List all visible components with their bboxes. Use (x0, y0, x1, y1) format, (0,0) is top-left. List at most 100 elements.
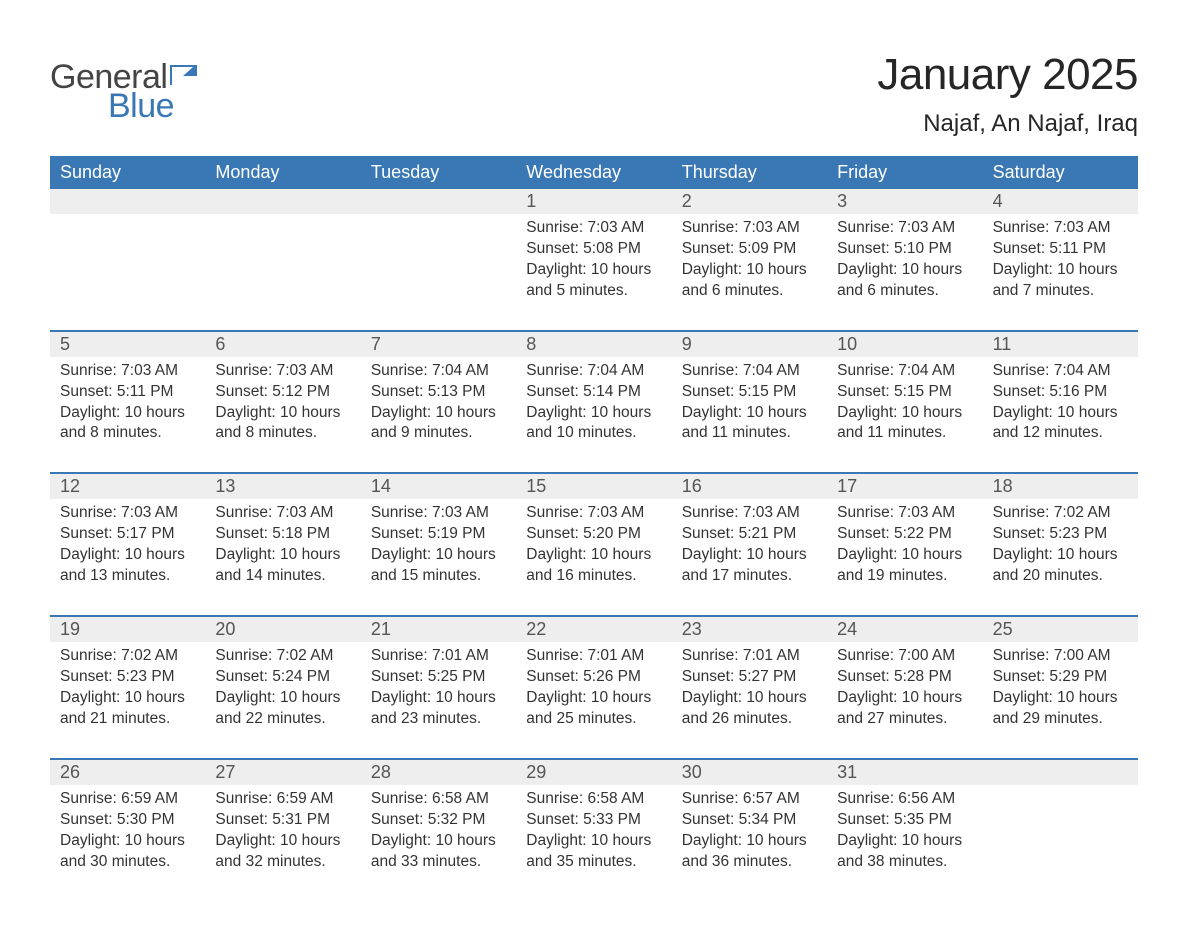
day-number: 8 (516, 332, 671, 357)
daylight-line: Daylight: 10 hours and 10 minutes. (526, 403, 661, 445)
day-number-row: 262728293031 (50, 760, 1138, 785)
daylight-line: Daylight: 10 hours and 35 minutes. (526, 831, 661, 873)
sunrise-line: Sunrise: 7:03 AM (60, 503, 195, 524)
day-number: 17 (827, 474, 982, 499)
sunrise-line: Sunrise: 6:59 AM (215, 789, 350, 810)
title-block: January 2025 Najaf, An Najaf, Iraq (877, 50, 1138, 138)
day-number-row: 1234 (50, 189, 1138, 214)
weekday-sunday: Sunday (50, 156, 205, 189)
daylight-line: Daylight: 10 hours and 20 minutes. (993, 545, 1128, 587)
sunset-line: Sunset: 5:22 PM (837, 524, 972, 545)
sunrise-line: Sunrise: 7:02 AM (215, 646, 350, 667)
sunrise-line: Sunrise: 7:03 AM (993, 218, 1128, 239)
sunrise-line: Sunrise: 7:01 AM (526, 646, 661, 667)
sunset-line: Sunset: 5:29 PM (993, 667, 1128, 688)
day-number: 26 (50, 760, 205, 785)
sunset-line: Sunset: 5:33 PM (526, 810, 661, 831)
sunrise-line: Sunrise: 7:04 AM (371, 361, 506, 382)
sunrise-line: Sunrise: 7:03 AM (215, 503, 350, 524)
day-number: 25 (983, 617, 1138, 642)
day-cell: Sunrise: 7:04 AMSunset: 5:14 PMDaylight:… (516, 357, 671, 473)
day-cell: Sunrise: 7:02 AMSunset: 5:23 PMDaylight:… (983, 499, 1138, 615)
sunset-line: Sunset: 5:15 PM (837, 382, 972, 403)
day-cell: Sunrise: 6:58 AMSunset: 5:33 PMDaylight:… (516, 785, 671, 901)
day-number: 22 (516, 617, 671, 642)
weekday-tuesday: Tuesday (361, 156, 516, 189)
weekday-wednesday: Wednesday (516, 156, 671, 189)
day-cell: Sunrise: 7:03 AMSunset: 5:10 PMDaylight:… (827, 214, 982, 330)
sunset-line: Sunset: 5:25 PM (371, 667, 506, 688)
sunset-line: Sunset: 5:20 PM (526, 524, 661, 545)
daylight-line: Daylight: 10 hours and 11 minutes. (682, 403, 817, 445)
sunrise-line: Sunrise: 7:02 AM (60, 646, 195, 667)
sunset-line: Sunset: 5:18 PM (215, 524, 350, 545)
daylight-line: Daylight: 10 hours and 7 minutes. (993, 260, 1128, 302)
sunrise-line: Sunrise: 7:03 AM (526, 503, 661, 524)
day-number: 3 (827, 189, 982, 214)
daylight-line: Daylight: 10 hours and 6 minutes. (682, 260, 817, 302)
daylight-line: Daylight: 10 hours and 23 minutes. (371, 688, 506, 730)
day-number: 19 (50, 617, 205, 642)
day-cell: Sunrise: 6:59 AMSunset: 5:31 PMDaylight:… (205, 785, 360, 901)
sunset-line: Sunset: 5:30 PM (60, 810, 195, 831)
day-number: 24 (827, 617, 982, 642)
sunrise-line: Sunrise: 6:59 AM (60, 789, 195, 810)
day-number (361, 189, 516, 214)
daylight-line: Daylight: 10 hours and 32 minutes. (215, 831, 350, 873)
sunset-line: Sunset: 5:11 PM (60, 382, 195, 403)
day-number: 6 (205, 332, 360, 357)
daylight-line: Daylight: 10 hours and 38 minutes. (837, 831, 972, 873)
sunrise-line: Sunrise: 7:03 AM (837, 503, 972, 524)
day-number: 5 (50, 332, 205, 357)
day-cell: Sunrise: 7:03 AMSunset: 5:17 PMDaylight:… (50, 499, 205, 615)
day-cell: Sunrise: 7:02 AMSunset: 5:24 PMDaylight:… (205, 642, 360, 758)
weekday-header-row: SundayMondayTuesdayWednesdayThursdayFrid… (50, 156, 1138, 189)
day-cell: Sunrise: 7:01 AMSunset: 5:25 PMDaylight:… (361, 642, 516, 758)
location: Najaf, An Najaf, Iraq (877, 110, 1138, 138)
day-cell: Sunrise: 7:03 AMSunset: 5:19 PMDaylight:… (361, 499, 516, 615)
week-row: 567891011Sunrise: 7:03 AMSunset: 5:11 PM… (50, 330, 1138, 473)
sunrise-line: Sunrise: 7:02 AM (993, 503, 1128, 524)
day-cell: Sunrise: 7:00 AMSunset: 5:28 PMDaylight:… (827, 642, 982, 758)
sunset-line: Sunset: 5:11 PM (993, 239, 1128, 260)
week-row: 19202122232425Sunrise: 7:02 AMSunset: 5:… (50, 615, 1138, 758)
sunset-line: Sunset: 5:08 PM (526, 239, 661, 260)
header: General Blue January 2025 Najaf, An Naja… (50, 50, 1138, 138)
weekday-saturday: Saturday (983, 156, 1138, 189)
day-number: 15 (516, 474, 671, 499)
sunrise-line: Sunrise: 7:03 AM (215, 361, 350, 382)
daylight-line: Daylight: 10 hours and 6 minutes. (837, 260, 972, 302)
day-number: 18 (983, 474, 1138, 499)
daylight-line: Daylight: 10 hours and 11 minutes. (837, 403, 972, 445)
sunrise-line: Sunrise: 7:04 AM (526, 361, 661, 382)
day-number-row: 12131415161718 (50, 474, 1138, 499)
day-number: 21 (361, 617, 516, 642)
daylight-line: Daylight: 10 hours and 13 minutes. (60, 545, 195, 587)
sunrise-line: Sunrise: 7:00 AM (993, 646, 1128, 667)
day-number: 10 (827, 332, 982, 357)
day-cell: Sunrise: 7:03 AMSunset: 5:11 PMDaylight:… (50, 357, 205, 473)
sunset-line: Sunset: 5:10 PM (837, 239, 972, 260)
day-cell: Sunrise: 6:58 AMSunset: 5:32 PMDaylight:… (361, 785, 516, 901)
sunrise-line: Sunrise: 7:01 AM (371, 646, 506, 667)
day-cell: Sunrise: 7:03 AMSunset: 5:22 PMDaylight:… (827, 499, 982, 615)
day-cell: Sunrise: 7:04 AMSunset: 5:15 PMDaylight:… (827, 357, 982, 473)
sunrise-line: Sunrise: 6:56 AM (837, 789, 972, 810)
sunrise-line: Sunrise: 7:04 AM (993, 361, 1128, 382)
day-number (50, 189, 205, 214)
daylight-line: Daylight: 10 hours and 21 minutes. (60, 688, 195, 730)
day-number: 16 (672, 474, 827, 499)
sunrise-line: Sunrise: 6:57 AM (682, 789, 817, 810)
day-number: 2 (672, 189, 827, 214)
daylight-line: Daylight: 10 hours and 16 minutes. (526, 545, 661, 587)
sunset-line: Sunset: 5:35 PM (837, 810, 972, 831)
day-number (205, 189, 360, 214)
sunset-line: Sunset: 5:26 PM (526, 667, 661, 688)
daylight-line: Daylight: 10 hours and 26 minutes. (682, 688, 817, 730)
day-cell: Sunrise: 7:03 AMSunset: 5:08 PMDaylight:… (516, 214, 671, 330)
daylight-line: Daylight: 10 hours and 15 minutes. (371, 545, 506, 587)
day-number: 7 (361, 332, 516, 357)
day-number: 9 (672, 332, 827, 357)
day-cell (983, 785, 1138, 901)
day-number: 28 (361, 760, 516, 785)
